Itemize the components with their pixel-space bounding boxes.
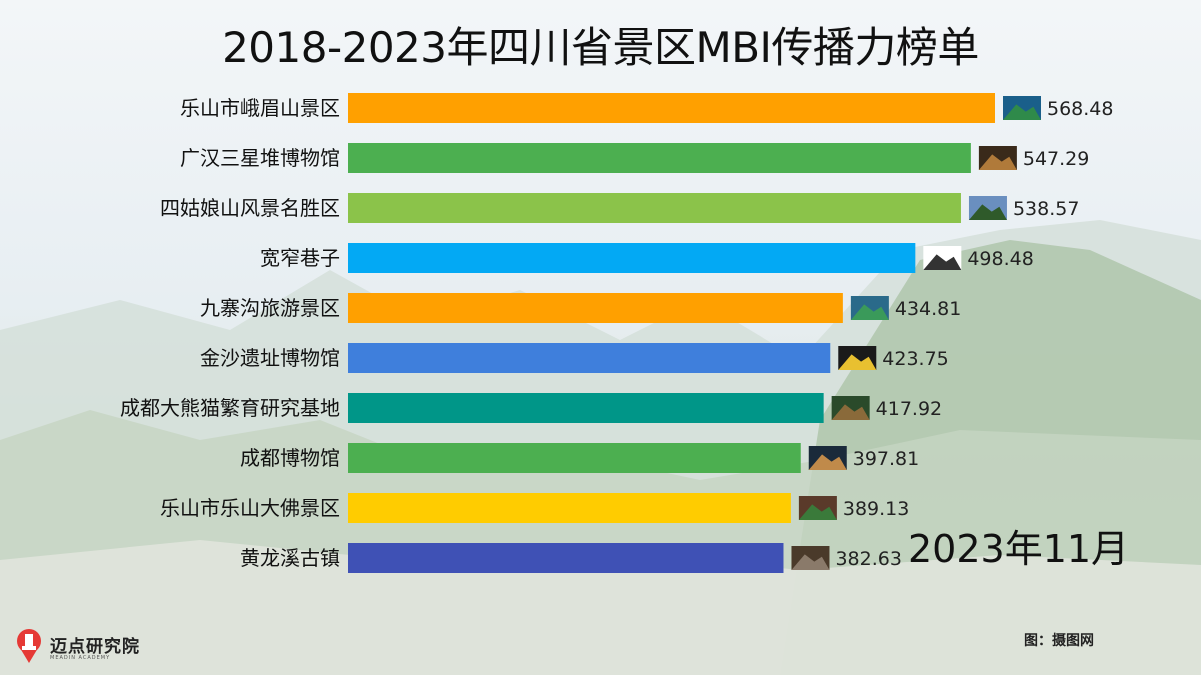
bar-group: 乐山市峨眉山景区 568.48 [180,93,1113,123]
period-label: 2023年11月 [908,527,1130,571]
chart-title: 2018-2023年四川省景区MBI传播力榜单 [222,23,979,72]
value-label: 434.81 [895,298,961,320]
category-label: 九寨沟旅游景区 [200,296,340,320]
bar [348,293,843,323]
category-label: 乐山市乐山大佛景区 [160,496,340,520]
mountain-photo-icon [1003,96,1041,120]
bar-group: 金沙遗址博物馆 423.75 [200,343,949,373]
value-label: 389.13 [843,498,909,520]
bar [348,493,791,523]
bar-group: 广汉三星堆博物馆 547.29 [180,143,1089,173]
panda-photo-icon [831,396,870,420]
brand-logo: 迈点研究院 MEADIN ACADEMY [14,628,140,664]
category-label: 黄龙溪古镇 [240,546,340,570]
bar-group: 九寨沟旅游景区 434.81 [200,293,961,323]
brand-name: 迈点研究院 [50,636,140,657]
category-label: 乐山市峨眉山景区 [180,96,340,120]
bar-group: 黄龙溪古镇 382.63 [240,543,902,573]
bar [348,243,916,273]
bar-group: 成都大熊猫繁育研究基地 417.92 [120,393,942,423]
value-label: 568.48 [1047,98,1113,120]
buddha-photo-icon [798,496,837,520]
bar [348,543,784,573]
bar [348,193,961,223]
category-label: 成都大熊猫繁育研究基地 [120,396,340,420]
bar-group: 成都博物馆 397.81 [240,443,919,473]
lake-photo-icon [850,296,889,320]
category-label: 四姑娘山风景名胜区 [160,196,340,220]
category-label: 宽窄巷子 [260,246,340,270]
category-label: 成都博物馆 [240,446,340,470]
bar [348,393,824,423]
value-label: 547.29 [1023,148,1089,170]
bar [348,143,971,173]
bar [348,343,831,373]
bar [348,443,801,473]
bar-group: 宽窄巷子 498.48 [260,243,1034,273]
sun-bird-photo-icon [838,346,877,370]
value-label: 382.63 [835,548,901,570]
alley-logo-icon [923,246,962,270]
value-label: 397.81 [853,448,919,470]
brand-subtitle: MEADIN ACADEMY [50,654,111,661]
value-label: 423.75 [882,348,948,370]
artifact-photo-icon [978,146,1017,170]
mountain-photo-icon [968,196,1007,220]
value-label: 417.92 [876,398,942,420]
bar [348,93,995,123]
museum-photo-icon [808,446,847,470]
bar-group: 四姑娘山风景名胜区 538.57 [160,193,1079,223]
bar-group: 乐山市乐山大佛景区 389.13 [160,493,909,523]
value-label: 538.57 [1013,198,1079,220]
category-label: 金沙遗址博物馆 [200,346,340,370]
category-label: 广汉三星堆博物馆 [180,146,340,170]
town-photo-icon [791,546,830,570]
image-credit: 图：摄图网 [1024,633,1094,649]
value-label: 498.48 [967,248,1033,270]
location-pin-icon [17,629,41,663]
